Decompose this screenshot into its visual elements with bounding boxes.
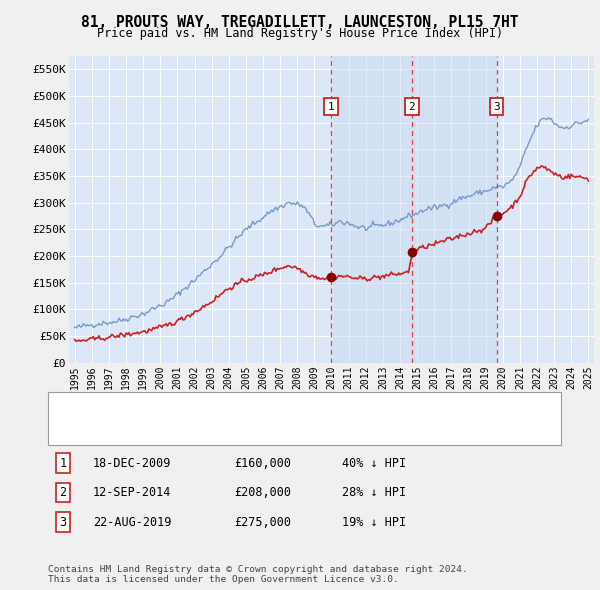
Text: 2: 2 bbox=[409, 101, 415, 112]
Text: 28% ↓ HPI: 28% ↓ HPI bbox=[342, 486, 406, 499]
Text: 3: 3 bbox=[59, 516, 67, 529]
Text: 22-AUG-2019: 22-AUG-2019 bbox=[93, 516, 172, 529]
Text: 1: 1 bbox=[59, 457, 67, 470]
Text: 1: 1 bbox=[328, 101, 334, 112]
Text: 19% ↓ HPI: 19% ↓ HPI bbox=[342, 516, 406, 529]
Text: 40% ↓ HPI: 40% ↓ HPI bbox=[342, 457, 406, 470]
Text: 2: 2 bbox=[59, 486, 67, 499]
Text: HPI: Average price, detached house, Cornwall: HPI: Average price, detached house, Corn… bbox=[98, 426, 373, 436]
Text: Price paid vs. HM Land Registry's House Price Index (HPI): Price paid vs. HM Land Registry's House … bbox=[97, 27, 503, 40]
Text: Contains HM Land Registry data © Crown copyright and database right 2024.
This d: Contains HM Land Registry data © Crown c… bbox=[48, 565, 468, 584]
Text: £208,000: £208,000 bbox=[234, 486, 291, 499]
Text: 81, PROUTS WAY, TREGADILLETT, LAUNCESTON, PL15 7HT: 81, PROUTS WAY, TREGADILLETT, LAUNCESTON… bbox=[81, 15, 519, 30]
Text: 81, PROUTS WAY, TREGADILLETT, LAUNCESTON, PL15 7HT (detached house): 81, PROUTS WAY, TREGADILLETT, LAUNCESTON… bbox=[98, 402, 517, 412]
Text: 3: 3 bbox=[493, 101, 500, 112]
Text: 12-SEP-2014: 12-SEP-2014 bbox=[93, 486, 172, 499]
Bar bbox=[331, 56, 497, 363]
Text: £275,000: £275,000 bbox=[234, 516, 291, 529]
Text: £160,000: £160,000 bbox=[234, 457, 291, 470]
Text: 18-DEC-2009: 18-DEC-2009 bbox=[93, 457, 172, 470]
